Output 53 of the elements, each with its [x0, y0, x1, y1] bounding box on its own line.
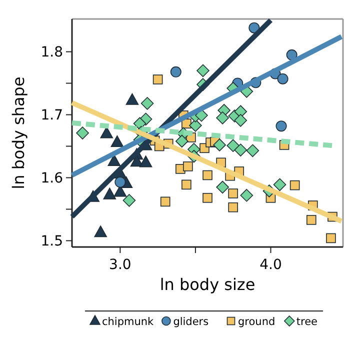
- point: [103, 188, 116, 200]
- point: [122, 194, 136, 207]
- point: [202, 192, 212, 203]
- point: [196, 64, 210, 78]
- point: [100, 126, 114, 138]
- legend-label: gliders: [173, 316, 209, 328]
- point: [139, 156, 152, 168]
- point: [114, 176, 126, 188]
- point: [234, 105, 248, 118]
- point: [290, 180, 300, 190]
- legend-label: ground: [238, 316, 276, 328]
- point: [234, 114, 248, 127]
- point: [213, 138, 226, 152]
- y-tick-label: 1.6: [40, 170, 64, 187]
- point: [94, 226, 108, 238]
- x-tick-label: 3.0: [109, 257, 132, 273]
- point: [182, 180, 192, 190]
- point: [273, 178, 286, 192]
- point: [152, 74, 163, 84]
- point: [108, 154, 121, 166]
- legend-label: tree: [296, 316, 318, 328]
- point: [189, 119, 202, 132]
- point: [326, 233, 336, 244]
- y-axis-title: ln body shape: [9, 76, 28, 190]
- point: [228, 188, 238, 198]
- point: [228, 202, 238, 212]
- x-tick-label: 4.0: [260, 257, 282, 273]
- point: [160, 196, 170, 207]
- point: [170, 66, 182, 78]
- point: [126, 93, 139, 105]
- point: [286, 49, 298, 60]
- point: [202, 170, 212, 180]
- y-tick-label: 1.8: [40, 44, 63, 61]
- point: [76, 126, 89, 140]
- point: [216, 180, 229, 194]
- point: [240, 188, 254, 202]
- x-axis-title: ln body size: [160, 275, 256, 294]
- point: [110, 135, 124, 148]
- point: [234, 144, 248, 156]
- point: [276, 120, 287, 132]
- point: [140, 97, 154, 110]
- point: [248, 22, 260, 34]
- point: [176, 134, 188, 148]
- y-tick-label: 1.5: [40, 234, 63, 250]
- point: [226, 139, 240, 152]
- y-tick-label: 1.7: [40, 108, 63, 124]
- point: [183, 161, 193, 172]
- point: [216, 111, 229, 124]
- legend-label: chipmunk: [102, 316, 155, 328]
- point: [306, 215, 316, 225]
- point: [246, 144, 260, 158]
- point: [277, 73, 288, 84]
- point: [114, 185, 127, 197]
